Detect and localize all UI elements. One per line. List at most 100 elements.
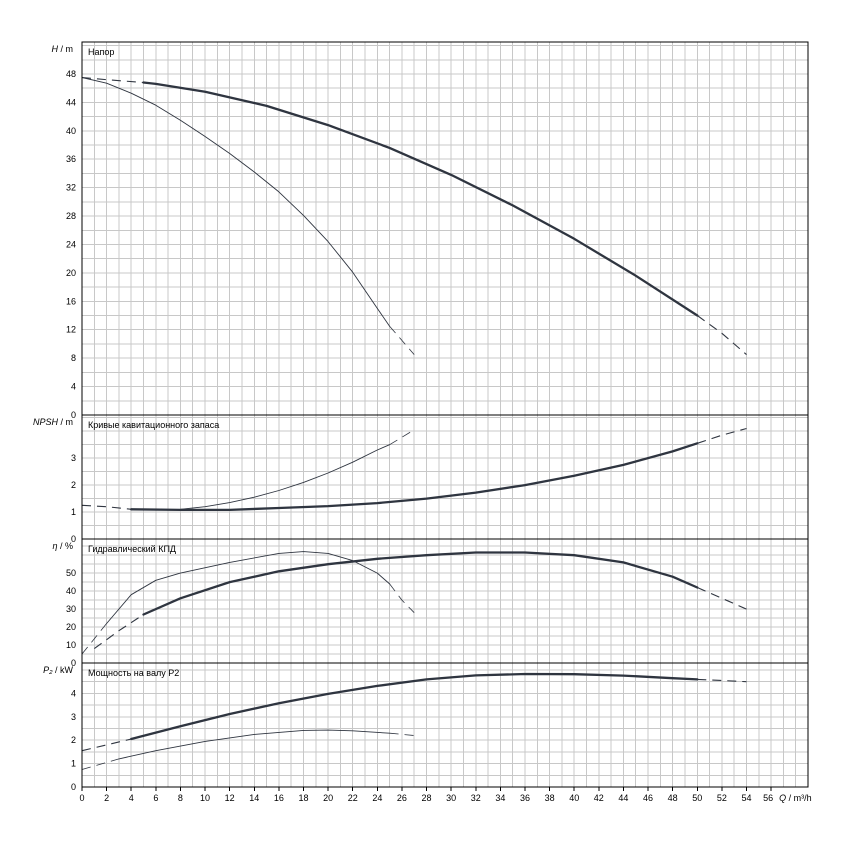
efficiency-y-unit: / % [57, 541, 73, 551]
efficiency-y-tick-label: 10 [66, 640, 76, 650]
x-tick-label: 52 [717, 793, 727, 803]
head-panel-frame [81, 41, 809, 416]
head-y-tick-label: 32 [66, 183, 76, 193]
x-tick-label: 10 [200, 793, 210, 803]
power-y-tick-label: 4 [71, 688, 76, 698]
npsh-y-tick-label: 0 [71, 534, 76, 544]
npsh-series-2-dashed-end [389, 429, 415, 446]
npsh-y-axis-label: NPSH / m [33, 417, 73, 427]
head-y-var: H [52, 44, 59, 54]
efficiency-y-tick-label: 0 [71, 658, 76, 668]
head-y-tick-label: 28 [66, 211, 76, 221]
x-tick-label: 22 [348, 793, 358, 803]
head-series-2-dashed-end [389, 325, 415, 355]
head-panel-title: Напор [88, 47, 114, 57]
efficiency-series-1-line [142, 551, 699, 616]
x-axis-unit: / m³/h [786, 793, 812, 803]
head-y-tick-label: 36 [66, 154, 76, 164]
head-y-tick-label: 4 [71, 382, 76, 392]
x-tick-label: 38 [545, 793, 555, 803]
x-tick-label: 40 [569, 793, 579, 803]
x-tick-label: 56 [763, 793, 773, 803]
efficiency-y-var: η [52, 541, 57, 551]
x-tick-label: 0 [79, 793, 84, 803]
x-tick-label: 46 [643, 793, 653, 803]
x-tick-label: 14 [249, 793, 259, 803]
power-y-tick-label: 0 [71, 782, 76, 792]
x-tick-label: 36 [520, 793, 530, 803]
npsh-series-1-line [130, 442, 699, 512]
efficiency-y-tick-label: 40 [66, 586, 76, 596]
efficiency-series-2-line [106, 551, 391, 624]
x-tick-label: 24 [372, 793, 382, 803]
npsh-y-unit: / m [58, 417, 73, 427]
power-panel-title: Мощность на валу P2 [88, 668, 179, 678]
x-tick-label: 54 [741, 793, 751, 803]
x-tick-label: 32 [471, 793, 481, 803]
power-y-unit: / kW [53, 665, 74, 675]
x-tick-label: 6 [153, 793, 158, 803]
x-tick-label: 28 [422, 793, 432, 803]
power-series-1-line [130, 672, 699, 741]
efficiency-y-tick-label: 50 [66, 568, 76, 578]
npsh-series-1-dashed-start [81, 504, 132, 510]
head-series-1-line [142, 81, 699, 317]
head-y-tick-label: 12 [66, 325, 76, 335]
npsh-y-var: NPSH [33, 417, 59, 427]
power-y-tick-label: 2 [71, 735, 76, 745]
power-series-2-line [118, 729, 391, 760]
head-y-tick-label: 20 [66, 268, 76, 278]
power-panel-frame [81, 662, 809, 788]
x-tick-label: 18 [298, 793, 308, 803]
panel-frames [81, 41, 809, 791]
power-series-1-dashed-end [697, 678, 747, 683]
head-series-1-dashed-start [81, 76, 144, 84]
efficiency-y-axis-label: η / % [52, 541, 73, 551]
head-y-tick-label: 8 [71, 353, 76, 363]
x-tick-label: 2 [104, 793, 109, 803]
efficiency-series-2-dashed-end [389, 583, 415, 613]
power-y-axis-label: P₂ / kW [43, 665, 73, 675]
x-tick-label: 16 [274, 793, 284, 803]
head-y-tick-label: 0 [71, 410, 76, 420]
efficiency-series-2-dashed-start [81, 623, 107, 655]
npsh-y-tick-label: 3 [71, 453, 76, 463]
npsh-panel-frame [81, 414, 809, 540]
power-series-1-dashed-start [81, 738, 132, 752]
x-tick-label: 8 [178, 793, 183, 803]
npsh-series-1-dashed-end [697, 427, 747, 444]
npsh-y-tick-label: 2 [71, 480, 76, 490]
head-y-tick-label: 40 [66, 126, 76, 136]
efficiency-panel-title: Гидравлический КПД [88, 544, 176, 554]
x-tick-label: 50 [692, 793, 702, 803]
x-tick-label: 12 [225, 793, 235, 803]
efficiency-panel-frame [81, 538, 809, 664]
npsh-y-tick-label: 1 [71, 507, 76, 517]
x-tick-label: 44 [618, 793, 628, 803]
npsh-series-2-line [155, 444, 391, 511]
x-tick-label: 4 [129, 793, 134, 803]
x-axis-var: Q [779, 793, 786, 803]
x-axis-label: Q / m³/h [779, 793, 812, 803]
power-y-tick-label: 3 [71, 712, 76, 722]
head-y-unit: / m [58, 44, 73, 54]
head-y-tick-label: 24 [66, 239, 76, 249]
head-y-tick-label: 48 [66, 69, 76, 79]
head-y-tick-label: 16 [66, 296, 76, 306]
head-y-tick-label: 44 [66, 97, 76, 107]
efficiency-series-1-dashed-end [697, 586, 747, 610]
efficiency-y-tick-label: 30 [66, 604, 76, 614]
power-y-var: P₂ [43, 665, 53, 675]
efficiency-y-tick-label: 20 [66, 622, 76, 632]
x-tick-label: 20 [323, 793, 333, 803]
power-series-2-dashed-end [389, 732, 415, 736]
power-series-2-dashed-start [81, 758, 120, 770]
curves [81, 76, 747, 770]
head-series-1-dashed-end [696, 315, 747, 356]
head-y-axis-label: H / m [52, 44, 74, 54]
efficiency-series-1-dashed-start [93, 614, 144, 650]
x-tick-label: 30 [446, 793, 456, 803]
x-tick-label: 48 [668, 793, 678, 803]
